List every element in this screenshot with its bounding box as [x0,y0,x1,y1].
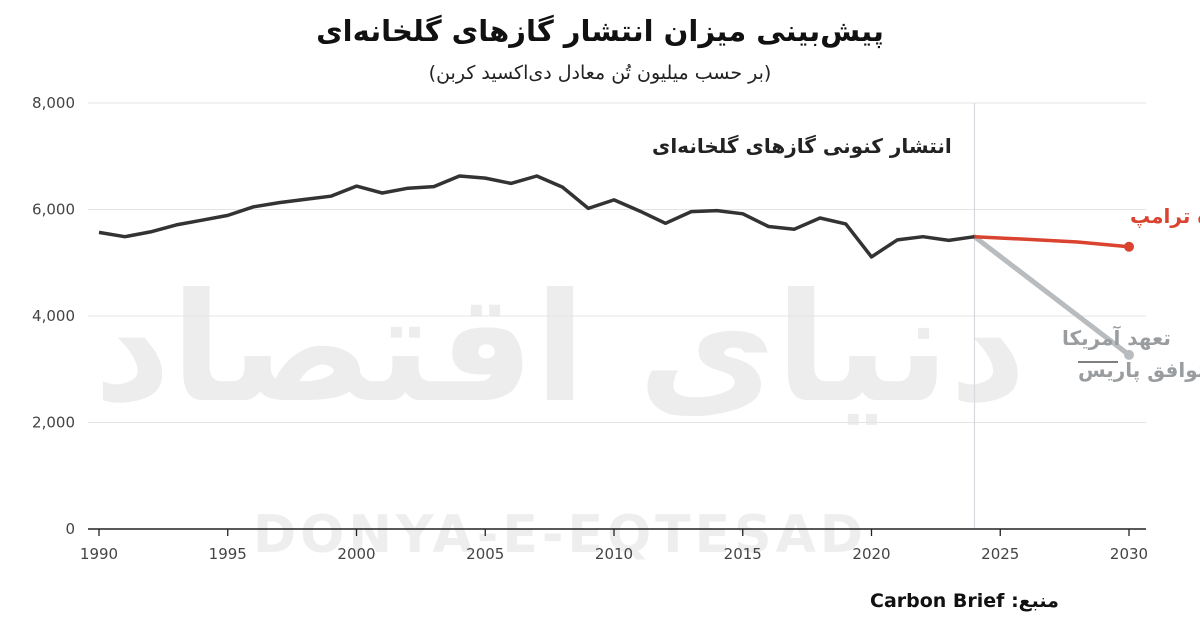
y-tick-label: 0 [65,520,75,538]
y-tick-label: 4,000 [32,307,75,325]
y-tick-label: 2,000 [32,414,75,432]
chart-subtitle: (بر حسب میلیون تُن معادل دی‌اکسید کربن) [428,62,772,84]
gridlines [88,102,1146,529]
watermark-persian: دنیای اقتصاد [94,262,1027,436]
x-tick-label: 2030 [1110,545,1148,563]
x-tick-label: 1995 [209,545,247,563]
series-paris-pledge-endpoint [1124,349,1134,360]
series-trump-policies-endpoint [1124,241,1134,252]
source-label: منبع: [1011,590,1059,612]
annotation-current-emissions: انتشار کنونی گازهای گلخانه‌ای [652,134,952,158]
x-tick-label: 2000 [337,545,375,563]
axes: 0 2,000 4,000 6,000 8,000 1990 1995 2000 2005 201… [32,94,1148,563]
x-tick-label: 2025 [981,545,1019,563]
x-tick-label: 2005 [466,545,504,563]
x-tick-label: 2010 [595,545,633,563]
x-tick-label: 2020 [852,545,890,563]
y-tick-label: 6,000 [32,201,75,219]
x-tick-label: 2015 [724,545,762,563]
x-tick-label: 1990 [80,545,118,563]
annotation-trump-policies: سیاست‌های دوره ترامپ [1130,204,1200,228]
source-note: منبع: Carbon Brief [870,590,1059,612]
y-tick-label: 8,000 [32,94,75,112]
chart-title: پیش‌بینی میزان انتشار گازهای گلخانه‌ای [316,14,884,48]
annotation-paris-pledge-line1: تعهد آمریکا [1062,325,1171,350]
annotations: انتشار کنونی گازهای گلخانه‌ای سیاست‌های د… [652,134,1200,383]
source-name: Carbon Brief [870,590,1005,612]
series-current-emissions-line [98,174,975,259]
watermark: دنیای اقتصاد DONYA-E-EQTESAD [94,262,1027,565]
series-paris-pledge-line [972,234,1132,358]
series-lines [98,174,1134,360]
series-trump-policies-line [974,234,1130,249]
watermark-latin: DONYA-E-EQTESAD [253,505,867,565]
